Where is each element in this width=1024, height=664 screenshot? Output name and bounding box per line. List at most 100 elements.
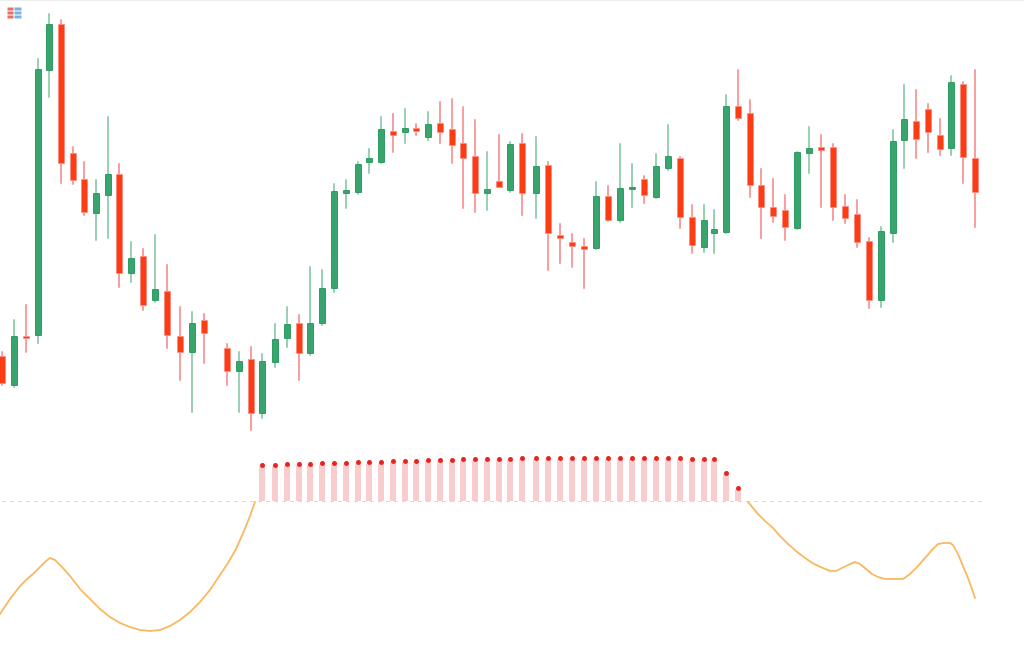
- candle-body-up: [700, 220, 708, 248]
- histogram-dot: [307, 462, 313, 467]
- histogram-bar: [425, 461, 431, 501]
- histogram-bar: [533, 459, 539, 501]
- candle-body-up: [330, 191, 338, 289]
- histogram-dot: [507, 457, 513, 462]
- histogram-bar: [331, 464, 337, 501]
- candle-body-down: [200, 320, 208, 334]
- candle-wick: [559, 223, 561, 264]
- histogram-bar: [319, 464, 325, 501]
- histogram-bar: [701, 460, 707, 501]
- histogram-dot: [629, 456, 635, 461]
- candle-wick: [154, 234, 156, 303]
- candle-body-up: [483, 189, 491, 194]
- candle-body-down: [115, 174, 123, 274]
- candle-body-down: [495, 181, 503, 188]
- histogram-dot: [390, 459, 396, 464]
- candle-wick: [571, 233, 573, 268]
- candle-body-down: [544, 165, 552, 234]
- candle-body-up: [92, 193, 100, 214]
- candle-body-up: [188, 323, 196, 353]
- candle-body-up: [342, 190, 350, 194]
- histogram-bar: [378, 463, 384, 501]
- histogram-bar: [496, 460, 502, 501]
- table-icon-glyph: [6, 6, 22, 19]
- candle-body-up: [900, 119, 908, 141]
- candle-body-down: [734, 106, 742, 119]
- candle-wick: [619, 143, 621, 223]
- histogram-bar: [472, 460, 478, 501]
- histogram-dot: [437, 458, 443, 463]
- candle-body-down: [568, 242, 576, 247]
- candle-body-down: [640, 179, 648, 196]
- histogram-dot: [593, 456, 599, 461]
- data-window-table-icon[interactable]: [6, 6, 22, 19]
- histogram-dot: [569, 456, 575, 461]
- candle-body-down: [865, 241, 873, 301]
- candle-body-down: [412, 128, 420, 132]
- candle-wick: [583, 238, 585, 289]
- candle-body-up: [104, 174, 112, 196]
- candle-body-down: [459, 143, 467, 159]
- histogram-dot: [617, 456, 623, 461]
- candle-body-up: [506, 144, 514, 191]
- candle-body-up: [710, 229, 718, 234]
- histogram-dot: [665, 456, 671, 461]
- histogram-dot: [723, 471, 729, 476]
- candle-body-up: [127, 258, 135, 274]
- candle-body-down: [924, 109, 932, 133]
- candle-body-down: [163, 291, 171, 336]
- candle-wick: [667, 124, 669, 171]
- candle-body-up: [628, 187, 636, 190]
- histogram-dot: [484, 457, 490, 462]
- histogram-bar: [307, 465, 313, 501]
- candle-body-down: [604, 196, 612, 221]
- histogram-dot: [460, 457, 466, 462]
- candle-wick: [25, 304, 27, 353]
- histogram-dot: [413, 459, 419, 464]
- histogram-bar: [259, 466, 265, 501]
- candle-body-up: [45, 24, 53, 71]
- candle-body-up: [616, 188, 624, 221]
- histogram-bar: [545, 459, 551, 501]
- histogram-dot: [378, 460, 384, 465]
- candle-body-up: [793, 152, 801, 229]
- histogram-dot: [533, 456, 539, 461]
- candle-body-up: [805, 148, 813, 154]
- histogram-bar: [437, 461, 443, 501]
- histogram-bar: [449, 461, 455, 501]
- candle-body-down: [295, 323, 303, 354]
- histogram-bar: [272, 466, 278, 501]
- histogram-dot: [581, 456, 587, 461]
- candle-body-up: [401, 128, 409, 133]
- histogram-bar: [284, 465, 290, 501]
- candle-body-down: [22, 336, 30, 339]
- histogram-bar: [507, 460, 513, 501]
- histogram-bar: [677, 459, 683, 501]
- candle-wick: [772, 178, 774, 223]
- candle-body-down: [853, 214, 861, 243]
- candle-body-up: [151, 289, 159, 301]
- candle-wick: [737, 69, 739, 121]
- histogram-dot: [319, 461, 325, 466]
- histogram-bar: [366, 463, 372, 501]
- candle-body-down: [829, 147, 837, 208]
- candle-body-down: [247, 359, 255, 414]
- candle-body-up: [365, 158, 373, 163]
- candle-wick: [191, 311, 193, 413]
- candle-body-down: [556, 235, 564, 239]
- candle-wick: [974, 69, 976, 228]
- histogram-dot: [519, 456, 525, 461]
- candle-body-up: [283, 324, 291, 339]
- histogram-dot: [653, 456, 659, 461]
- histogram-bar: [296, 465, 302, 501]
- candle-body-down: [936, 135, 944, 150]
- candle-body-up: [271, 339, 279, 363]
- candle-body-down: [757, 185, 765, 208]
- histogram-dot: [701, 457, 707, 462]
- histogram-bar: [711, 460, 717, 501]
- candle-body-up: [664, 156, 672, 169]
- histogram-bar: [343, 464, 349, 501]
- candle-body-down: [176, 336, 184, 353]
- candle-body-down: [676, 158, 684, 218]
